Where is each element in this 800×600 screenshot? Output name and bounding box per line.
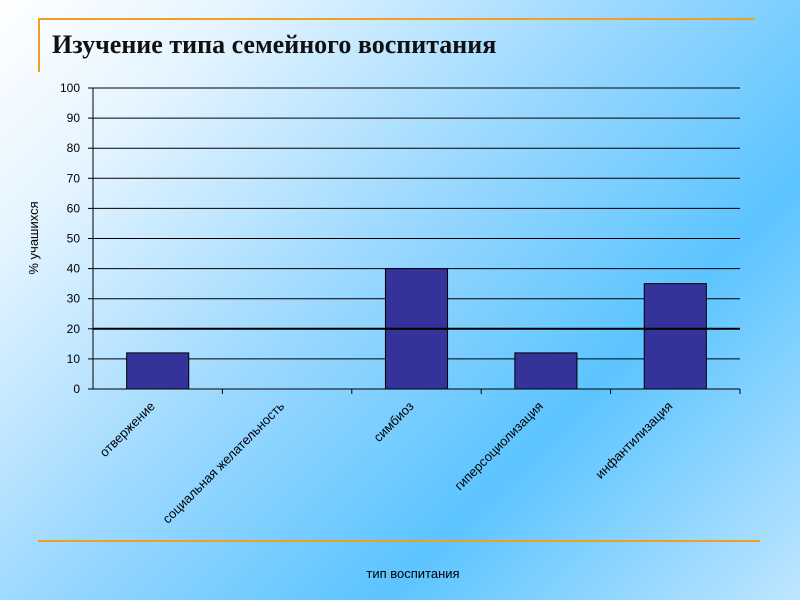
slide-title: Изучение типа семейного воспитания (52, 30, 497, 59)
y-tick-label: 50 (67, 232, 81, 246)
y-tick-label: 0 (73, 382, 80, 396)
x-tick-labels: отвержение социальная желательность симбио… (97, 398, 676, 526)
y-tick-label: 60 (67, 201, 81, 215)
y-tick-label: 40 (67, 262, 81, 276)
y-tick-label: 10 (67, 352, 81, 366)
x-tick-label: гиперсоциолизация (451, 399, 546, 494)
y-tick-labels: 0 10 20 30 40 50 60 70 80 90 100 (60, 81, 80, 396)
top-divider (38, 18, 755, 20)
bottom-divider (38, 540, 760, 542)
y-tick-label: 70 (67, 171, 81, 185)
x-tick-label: инфантилизация (592, 399, 675, 482)
y-tick-label: 20 (67, 322, 81, 336)
y-tick-label: 30 (67, 292, 81, 306)
bar (514, 352, 578, 390)
bars (93, 268, 740, 390)
x-tick-label: отвержение (97, 399, 158, 460)
bar (643, 283, 707, 390)
title-left-divider (38, 18, 40, 72)
x-tick-label: социальная желательность (159, 398, 287, 526)
y-tick-label: 100 (60, 81, 80, 95)
x-tick-label: симбиоз (370, 398, 416, 444)
y-axis-label: % учашихся (26, 201, 41, 274)
x-axis-label: тип воспитания (366, 566, 459, 581)
bar (126, 352, 190, 390)
y-tick-label: 80 (67, 141, 81, 155)
y-tick-label: 90 (67, 111, 81, 125)
